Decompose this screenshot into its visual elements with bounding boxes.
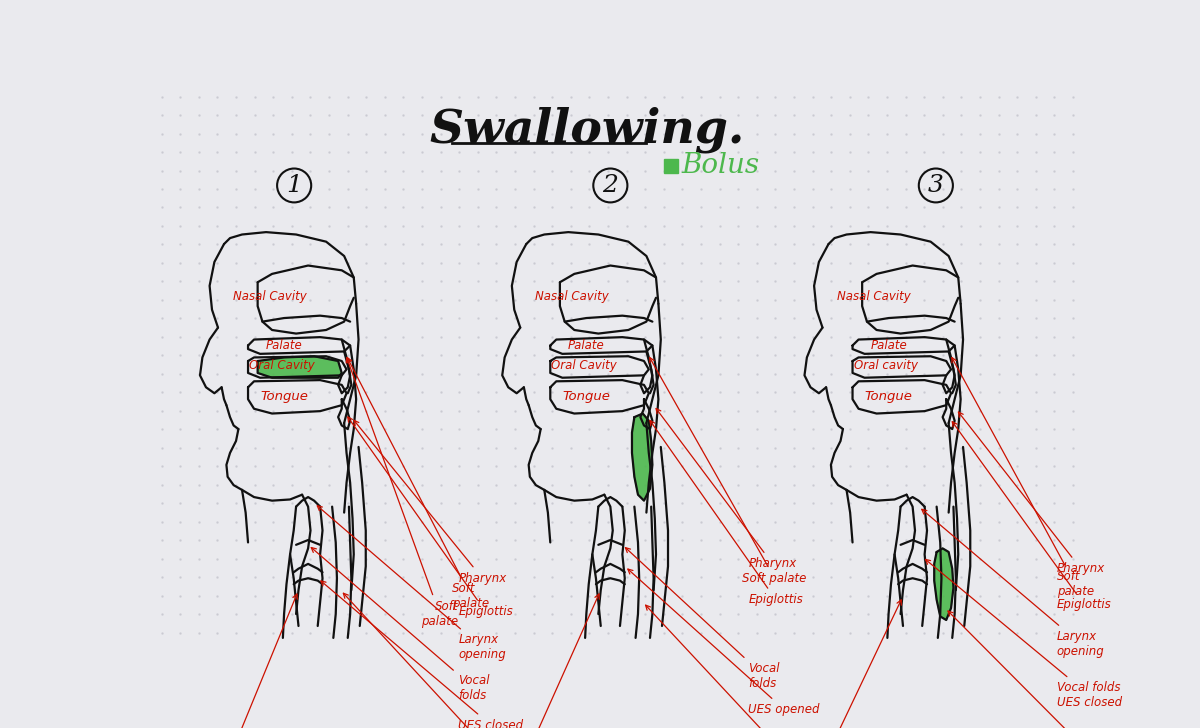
- Text: Pharynx: Pharynx: [959, 412, 1105, 575]
- Text: Oral Cavity: Oral Cavity: [551, 360, 617, 372]
- Text: Larynx
opening: Larynx opening: [922, 510, 1104, 658]
- Text: Tongue: Tongue: [260, 390, 308, 403]
- Text: Bolus: Bolus: [682, 152, 760, 179]
- Text: UES opened: UES opened: [628, 569, 820, 716]
- Text: Oesophagus: Oesophagus: [646, 605, 822, 728]
- Text: Oral cavity: Oral cavity: [854, 360, 918, 372]
- Text: Tongue: Tongue: [865, 390, 912, 403]
- Text: Palate: Palate: [870, 339, 907, 352]
- Text: Nasal Cavity: Nasal Cavity: [535, 290, 608, 303]
- Text: Oesophagus: Oesophagus: [343, 593, 532, 728]
- Text: Larynx: Larynx: [200, 594, 298, 728]
- Text: Oral Cavity: Oral Cavity: [248, 360, 314, 372]
- Text: Tongue: Tongue: [563, 390, 611, 403]
- Text: Epiglottis: Epiglottis: [348, 417, 514, 618]
- Text: Pharynx: Pharynx: [354, 420, 506, 585]
- Text: Nasal Cavity: Nasal Cavity: [233, 290, 306, 303]
- Text: Palate: Palate: [265, 339, 302, 352]
- Text: Vocal
folds: Vocal folds: [625, 547, 780, 690]
- Text: Soft
palate: Soft palate: [347, 357, 490, 610]
- Text: Oesophagus: Oesophagus: [948, 611, 1130, 728]
- Text: UES closed: UES closed: [320, 581, 523, 728]
- Polygon shape: [935, 548, 954, 620]
- Text: Pharynx: Pharynx: [656, 408, 797, 571]
- Text: Epiglottis: Epiglottis: [650, 421, 803, 606]
- Text: Soft
palate: Soft palate: [346, 357, 458, 628]
- Polygon shape: [632, 414, 653, 501]
- Text: Vocal folds
UES closed: Vocal folds UES closed: [925, 559, 1122, 709]
- Text: Swallowing.: Swallowing.: [430, 106, 745, 153]
- Polygon shape: [258, 356, 342, 378]
- Text: Soft palate: Soft palate: [649, 357, 806, 585]
- Text: 3: 3: [928, 174, 943, 197]
- Text: Larynx: Larynx: [794, 600, 901, 728]
- Text: Vocal
folds: Vocal folds: [311, 547, 490, 702]
- Text: Epiglottis: Epiglottis: [953, 422, 1111, 611]
- Text: Palate: Palate: [568, 339, 605, 352]
- Text: Soft
palate: Soft palate: [952, 357, 1094, 598]
- Text: 2: 2: [602, 174, 618, 197]
- Text: Larynx: Larynx: [497, 594, 599, 728]
- Text: Larynx
opening: Larynx opening: [317, 506, 506, 662]
- Text: 1: 1: [287, 174, 302, 197]
- Text: Nasal Cavity: Nasal Cavity: [838, 290, 911, 303]
